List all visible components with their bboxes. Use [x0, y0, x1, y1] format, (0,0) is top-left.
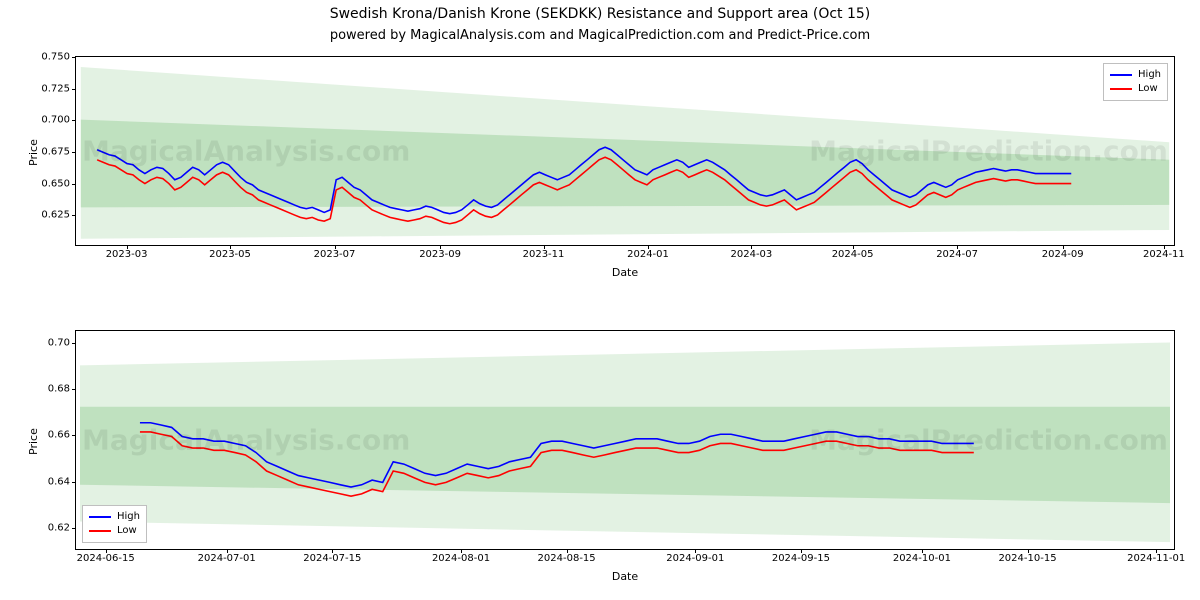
legend-item-high: High	[1110, 68, 1161, 82]
legend-top: High Low	[1103, 63, 1168, 101]
panel-bottom-plot	[76, 331, 1174, 549]
figure: Swedish Krona/Danish Krone (SEKDKK) Resi…	[0, 0, 1200, 600]
legend-label-high-bottom: High	[117, 510, 140, 524]
panel-top-xlabel: Date	[75, 266, 1175, 279]
legend-item-high-bottom: High	[89, 510, 140, 524]
chart-subtitle: powered by MagicalAnalysis.com and Magic…	[0, 28, 1200, 43]
legend-label-low: Low	[1138, 82, 1158, 96]
ytick-label: 0.725	[41, 83, 76, 94]
legend-swatch-high-bottom	[89, 516, 111, 518]
legend-label-low-bottom: Low	[117, 524, 137, 538]
ytick-label: 0.675	[41, 147, 76, 158]
ytick-label: 0.750	[41, 52, 76, 63]
panel-bottom-xlabel: Date	[75, 570, 1175, 583]
panel-bottom-ylabel: Price	[27, 428, 40, 455]
legend-label-high: High	[1138, 68, 1161, 82]
panel-top-plot	[76, 57, 1174, 245]
ytick-label: 0.625	[41, 210, 76, 221]
ytick-label: 0.700	[41, 115, 76, 126]
panel-bottom: MagicalAnalysis.com MagicalPrediction.co…	[75, 330, 1175, 550]
panel-top-ylabel: Price	[27, 139, 40, 166]
legend-bottom: High Low	[82, 505, 147, 543]
legend-item-low-bottom: Low	[89, 524, 140, 538]
legend-item-low: Low	[1110, 82, 1161, 96]
panel-top: MagicalAnalysis.com MagicalPrediction.co…	[75, 56, 1175, 246]
ytick-label: 0.650	[41, 178, 76, 189]
legend-swatch-low-bottom	[89, 530, 111, 532]
legend-swatch-high	[1110, 74, 1132, 76]
legend-swatch-low	[1110, 88, 1132, 90]
chart-title: Swedish Krona/Danish Krone (SEKDKK) Resi…	[0, 6, 1200, 22]
